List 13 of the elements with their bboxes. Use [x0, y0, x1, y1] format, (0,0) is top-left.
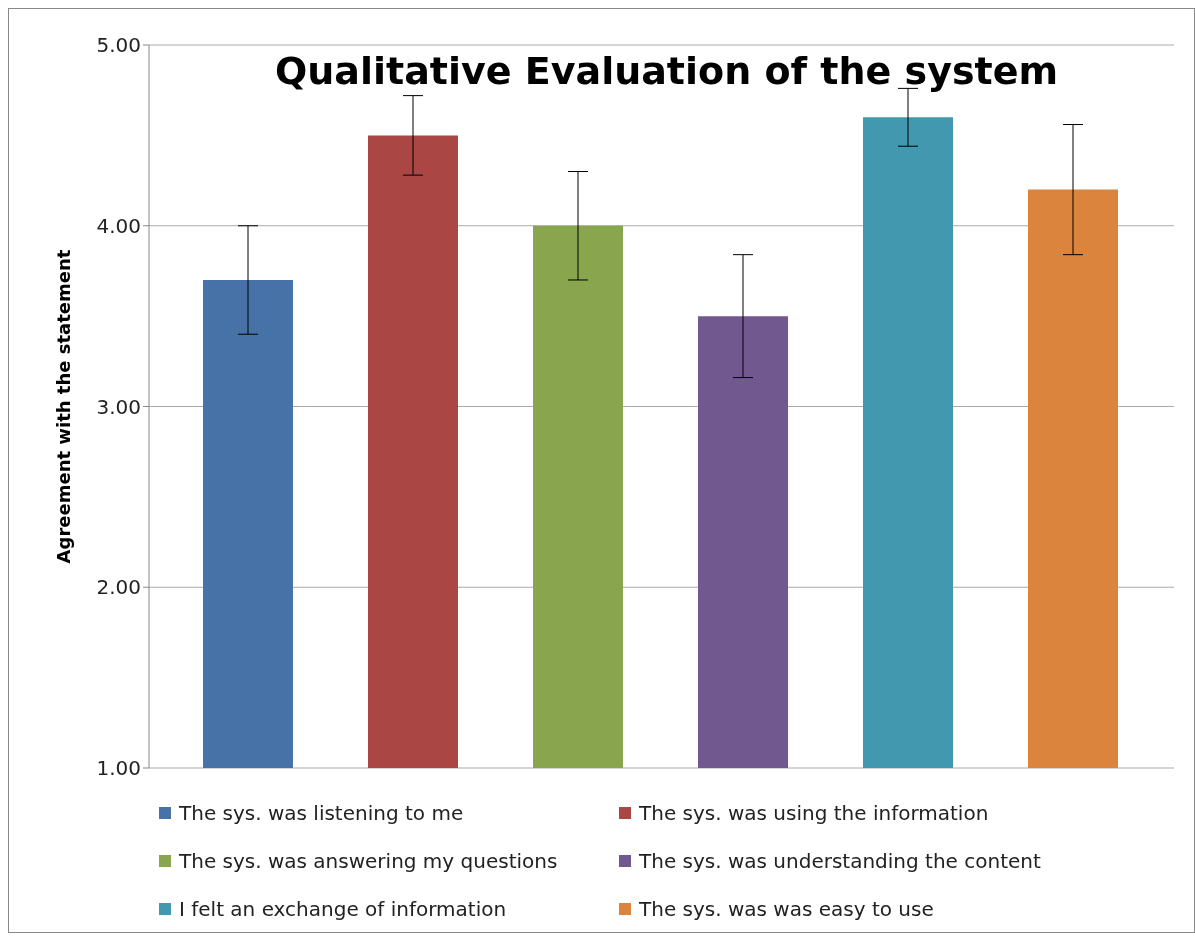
- y-tick-label: 3.00: [96, 394, 141, 419]
- legend-label: The sys. was listening to me: [179, 801, 464, 825]
- legend-label: The sys. was was easy to use: [639, 897, 934, 921]
- y-tick-label: 1.00: [96, 756, 141, 781]
- legend-label: I felt an exchange of information: [179, 897, 507, 921]
- legend-label: The sys. was using the information: [639, 801, 989, 825]
- y-axis-title: Agreement with the statement: [53, 249, 75, 564]
- chart-title: Qualitative Evaluation of the system: [273, 49, 1060, 93]
- y-tick-label: 2.00: [96, 575, 141, 600]
- y-tick-label: 5.00: [96, 33, 141, 58]
- y-tick-label: 4.00: [96, 213, 141, 238]
- legend-label: The sys. was answering my questions: [179, 849, 558, 873]
- legend-label: The sys. was understanding the content: [639, 849, 1041, 873]
